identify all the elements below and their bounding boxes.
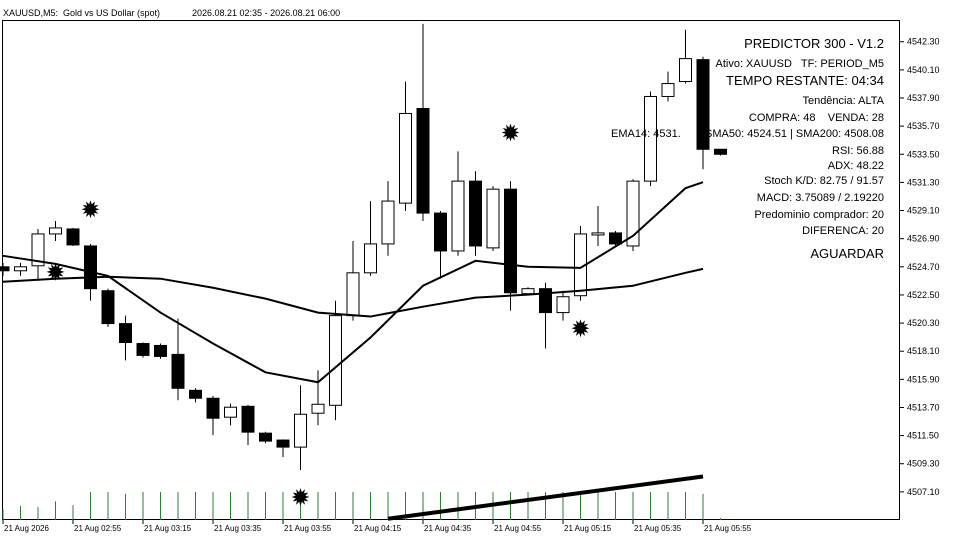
y-tick-label: 4537.90 (907, 93, 940, 103)
candle-body (486, 188, 500, 249)
candle-body (521, 288, 535, 295)
panel-text: AGUARDAR (810, 246, 884, 261)
y-tick-label: 4526.90 (907, 234, 940, 244)
panel-text: EMA14: 4531. | SMA50: 4524.51 | SMA200: … (611, 128, 884, 140)
candle-body (101, 290, 115, 325)
candle-body (679, 58, 692, 83)
y-tick-label: 4509.30 (907, 459, 940, 469)
x-tick-label: 21 Aug 03:55 (284, 524, 332, 533)
candle-body (0, 266, 10, 272)
candle-body (49, 227, 62, 235)
y-tick-label: 4524.70 (907, 262, 940, 272)
candle-body (189, 389, 202, 399)
x-tick-label: 21 Aug 03:35 (214, 524, 262, 533)
y-tick-label: 4533.50 (907, 149, 940, 159)
y-tick-label: 4540.10 (907, 65, 940, 75)
panel-text: Stoch K/D: 82.75 / 91.57 (764, 175, 884, 187)
candle-body (14, 266, 27, 272)
signal-marker (291, 488, 310, 506)
y-tick-label: 4522.50 (907, 290, 940, 300)
candle-body (644, 95, 657, 182)
candle-body (311, 403, 325, 414)
signal-marker (81, 200, 100, 219)
candle-body (451, 180, 465, 252)
panel-text: TEMPO RESTANTE: 04:34 (726, 73, 884, 88)
candle-body (259, 432, 272, 442)
candle-body (381, 200, 395, 245)
x-tick-label: 21 Aug 04:15 (354, 524, 402, 533)
candle-body (241, 405, 255, 433)
candle-body (66, 228, 80, 246)
candle-body (539, 288, 552, 314)
candle-body (154, 344, 167, 357)
candle-body (294, 413, 307, 448)
y-tick-label: 4515.90 (907, 374, 940, 384)
candle-body (399, 112, 412, 204)
chart-subtitle: 2026.08.21 02:35 - 2026.08.21 06:00 (192, 8, 340, 18)
y-tick-label: 4531.30 (907, 177, 940, 187)
candle-body (136, 343, 150, 356)
y-tick-label: 4513.70 (907, 402, 940, 412)
candle-body (696, 59, 710, 150)
candle-body (416, 107, 430, 214)
x-tick-label: 21 Aug 05:15 (564, 524, 612, 533)
panel-text: DIFERENCA: 20 (802, 225, 884, 237)
x-tick-label: 21 Aug 03:15 (144, 524, 192, 533)
x-tick-label: 21 Aug 04:55 (494, 524, 542, 533)
x-tick-label: 21 Aug 05:35 (634, 524, 682, 533)
x-tick-label: 21 Aug 05:55 (704, 524, 752, 533)
candle-body (661, 83, 675, 97)
y-tick-label: 4520.30 (907, 318, 940, 328)
x-tick-label: 21 Aug 2026 (4, 524, 49, 533)
y-tick-label: 4518.10 (907, 346, 940, 356)
y-tick-label: 4511.50 (907, 431, 939, 441)
panel-text: Predominio comprador: 20 (754, 209, 884, 221)
panel-text: COMPRA: 48 VENDA: 28 (749, 112, 884, 124)
candle-body (364, 243, 377, 274)
panel-text: Tendência: ALTA (802, 95, 884, 107)
y-tick-label: 4542.30 (907, 37, 940, 47)
panel-text: PREDICTOR 300 - V1.2 (744, 36, 884, 51)
candle-body (276, 439, 290, 448)
candle-body (224, 406, 237, 418)
indicator-line (2, 267, 704, 318)
indicator-line (2, 181, 704, 384)
signal-marker (46, 262, 65, 281)
candle-body (434, 212, 447, 252)
candle-body (591, 232, 605, 236)
candle-body (469, 180, 482, 247)
candle-body (609, 232, 622, 245)
y-tick-label: 4535.70 (907, 121, 940, 131)
candle-body (171, 353, 185, 389)
x-tick-label: 21 Aug 04:35 (424, 524, 472, 533)
candle-body (504, 188, 517, 294)
candle-body (346, 272, 360, 317)
signal-marker (501, 123, 520, 142)
panel-text: Ativo: XAUUSD TF: PERIOD_M5 (715, 58, 884, 70)
candle-body (119, 323, 132, 344)
x-tick-label: 21 Aug 02:55 (74, 524, 122, 533)
chart-title: XAUUSD,M5: Gold vs US Dollar (spot) (3, 8, 160, 18)
panel-text: MACD: 3.75089 / 2.19220 (757, 192, 884, 204)
candle-body (329, 315, 342, 406)
candle-body (206, 397, 220, 419)
y-tick-label: 4529.10 (907, 206, 940, 216)
candle-body (31, 233, 45, 267)
y-tick-label: 4507.10 (907, 487, 940, 497)
candle-body (84, 245, 97, 290)
candle-body (626, 180, 640, 247)
panel-text: RSI: 56.88 (832, 145, 884, 157)
candle-body (556, 296, 570, 314)
signal-marker (571, 319, 590, 338)
indicator-line (387, 474, 704, 521)
candle-body (714, 148, 727, 155)
panel-text: ADX: 48.22 (828, 160, 884, 172)
